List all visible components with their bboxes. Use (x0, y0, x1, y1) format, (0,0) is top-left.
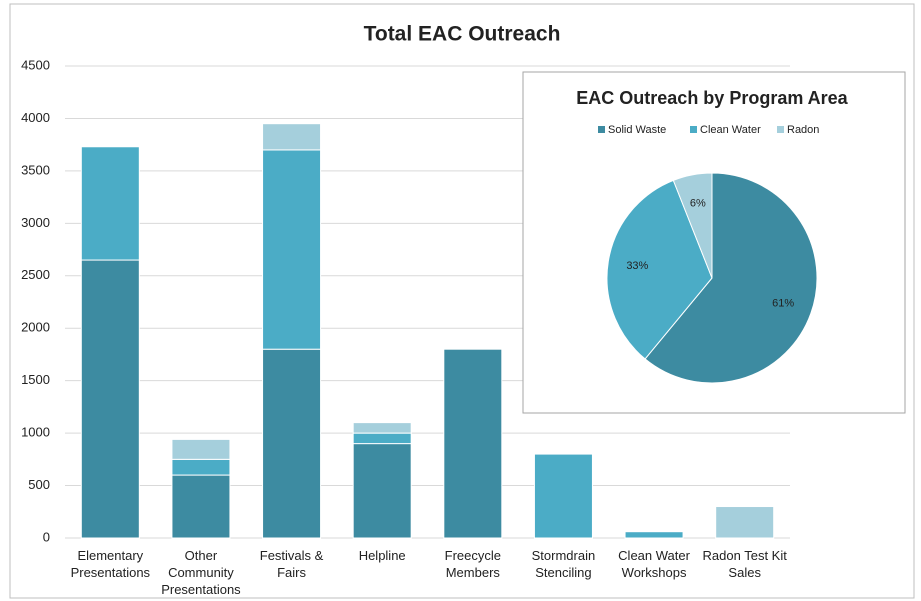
bar (171, 474, 231, 539)
x-tick-label: Helpline (358, 548, 406, 563)
y-tick-label: 500 (28, 477, 50, 492)
bar (262, 348, 322, 539)
bar (80, 146, 140, 261)
y-tick-label: 0 (43, 529, 50, 544)
y-tick-label: 1000 (21, 425, 50, 440)
bar (352, 422, 412, 434)
bar (262, 123, 322, 151)
y-tick-label: 4000 (21, 110, 50, 125)
x-tick-label: Clean Water Workshops (618, 548, 690, 580)
bar (715, 506, 775, 539)
y-tick-label: 4500 (21, 57, 50, 72)
pie-slice (672, 172, 713, 279)
pie-label: 61% (772, 298, 794, 310)
bar (443, 348, 503, 539)
bar (262, 149, 322, 350)
legend-label: Clean Water (700, 124, 761, 136)
y-tick-label: 1500 (21, 372, 50, 387)
pie-title: EAC Outreach by Program Area (576, 88, 848, 108)
bar (171, 438, 231, 460)
bar (80, 259, 140, 539)
bar (624, 531, 684, 539)
bar (352, 443, 412, 539)
legend-swatch (690, 126, 697, 133)
x-tick-label: Radon Test Kit Sales (702, 548, 787, 580)
y-tick-label: 3000 (21, 215, 50, 230)
bar (171, 458, 231, 476)
x-tick-label: Freecycle Members (444, 548, 501, 580)
x-tick-label: Festivals & Fairs (259, 548, 324, 580)
legend-label: Radon (787, 124, 819, 136)
x-tick-label: Other Community Presentations (161, 548, 241, 597)
pie-label: 6% (690, 198, 706, 210)
bar (352, 432, 412, 445)
y-tick-label: 2000 (21, 320, 50, 335)
pie-label: 33% (626, 260, 648, 272)
legend-swatch (598, 126, 605, 133)
legend-swatch (777, 126, 784, 133)
pie-slice (606, 179, 713, 360)
pie-slice (644, 172, 818, 384)
y-tick-label: 2500 (21, 267, 50, 282)
x-tick-label: Elementary Presentations (70, 548, 151, 580)
bar (533, 453, 593, 539)
y-tick-label: 3500 (21, 162, 50, 177)
x-tick-label: Stormdrain Stenciling (531, 548, 596, 580)
legend-label: Solid Waste (608, 124, 666, 136)
chart-title: Total EAC Outreach (364, 23, 561, 46)
